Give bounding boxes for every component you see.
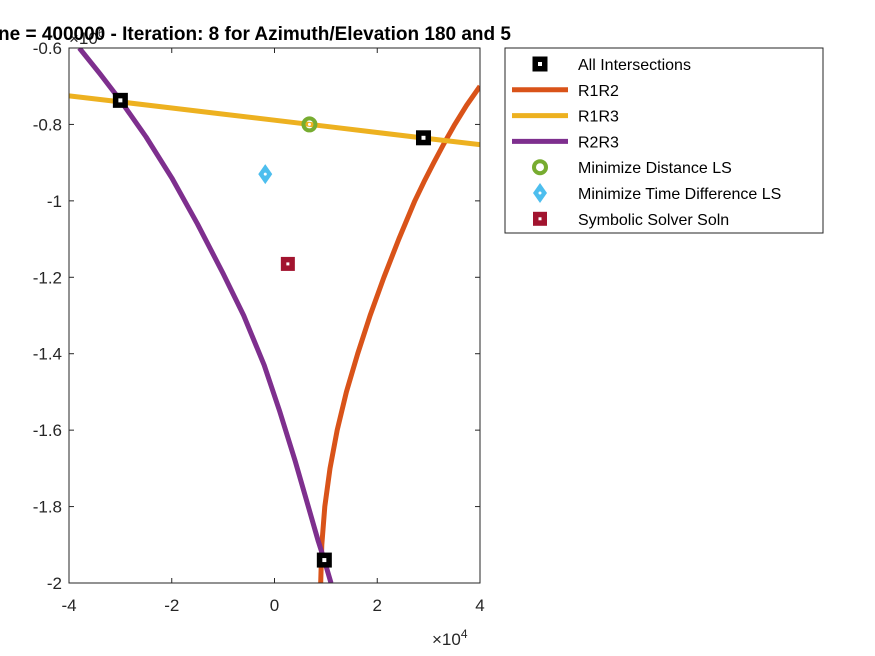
marker-all-intersections-0 xyxy=(112,92,128,108)
y-tick-label: -1.8 xyxy=(33,498,62,517)
legend-label: R1R2 xyxy=(578,83,619,100)
y-tick-label: -2 xyxy=(47,574,62,593)
legend-label: All Intersections xyxy=(578,57,691,74)
chart-title: ne = 400000 - Iteration: 8 for Azimuth/E… xyxy=(0,24,511,45)
legend-label: Symbolic Solver Soln xyxy=(578,212,729,229)
legend-label: Minimize Distance LS xyxy=(578,160,732,177)
y-axis-exponent: ×106 xyxy=(69,26,105,48)
x-tick-label: -2 xyxy=(164,596,179,615)
tick-layer: -4 -2 0 2 4 -0.6 -0.8 -1 -1.2 -1.4 -1.6 -1.8 -2 xyxy=(33,39,485,615)
x-tick-label: 2 xyxy=(373,596,382,615)
legend-swatch xyxy=(533,183,547,203)
series-layer xyxy=(69,48,480,583)
y-tick-label: -1 xyxy=(47,192,62,211)
x-tick-label: 0 xyxy=(270,596,279,615)
marker-all-intersections-2 xyxy=(316,552,332,568)
legend-swatch xyxy=(532,56,548,72)
series-line-r1r2 xyxy=(318,84,480,583)
x-tick-label: -4 xyxy=(61,596,76,615)
series-line-r1r3 xyxy=(69,93,480,148)
plot-area xyxy=(69,48,480,583)
legend-label: R2R3 xyxy=(578,134,619,151)
y-tick-label: -1.4 xyxy=(33,345,62,364)
legend-entry: Minimize Time Difference LS xyxy=(533,183,781,203)
marker-symbolic-solver-soln-0 xyxy=(280,256,295,271)
legend-entry: R2R3 xyxy=(512,134,619,151)
marker-minimize-time-difference-ls-0 xyxy=(258,164,273,185)
marker-all-intersections-1 xyxy=(415,130,431,146)
y-tick-label: -1.6 xyxy=(33,421,62,440)
legend-entry: All Intersections xyxy=(532,56,691,74)
legend: All Intersections R1R2 R1R3 R2R3 Minimize Di… xyxy=(504,47,824,234)
legend-swatch xyxy=(532,159,548,176)
y-tick-label: -0.6 xyxy=(33,39,62,58)
legend-swatch xyxy=(533,211,547,226)
y-tick-label: -0.8 xyxy=(33,115,62,134)
x-axis-exponent: ×104 xyxy=(432,627,468,649)
y-tick-label: -1.2 xyxy=(33,268,62,287)
legend-entry: Minimize Distance LS xyxy=(532,159,732,177)
legend-entry: Symbolic Solver Soln xyxy=(533,211,729,229)
legend-entry: R1R2 xyxy=(512,83,619,100)
legend-label: Minimize Time Difference LS xyxy=(578,186,781,203)
x-tick-label: 4 xyxy=(475,596,484,615)
marker-layer xyxy=(112,92,431,568)
legend-entry: R1R3 xyxy=(512,109,619,126)
marker-minimize-distance-ls-0 xyxy=(301,116,318,133)
legend-label: R1R3 xyxy=(578,109,619,126)
series-line-r2r3 xyxy=(77,48,334,583)
